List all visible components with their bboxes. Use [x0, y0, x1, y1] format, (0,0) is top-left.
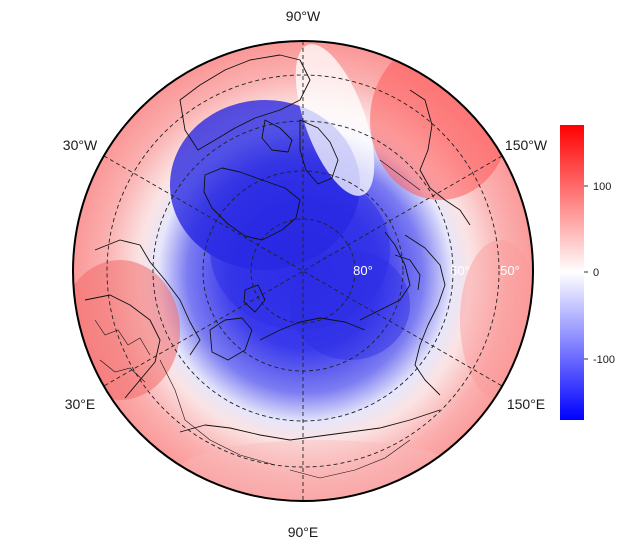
colorbar-tick-label-0: 0	[593, 267, 599, 279]
chukotka-coast	[404, 234, 446, 396]
lon-label-lower-left: 30°E	[65, 396, 96, 412]
field-core-siberia	[290, 250, 410, 360]
greenland-coast	[203, 167, 301, 241]
colorbar-ramp	[560, 125, 584, 420]
colorbar-tick-label-100: 100	[593, 181, 611, 193]
lat-label-80: 80°	[353, 263, 373, 278]
colorbar-tick-marks	[584, 185, 588, 360]
canada-coast	[179, 54, 311, 151]
colorbar-tick-label-neg100: -100	[593, 354, 615, 366]
asia-interior-line	[179, 409, 441, 441]
border-eu-2	[99, 359, 146, 383]
field-layer	[73, 41, 533, 501]
border-russia-south	[159, 359, 276, 466]
lon-label-upper-right: 150°W	[505, 137, 548, 153]
map-boundary	[72, 40, 534, 502]
siberia-coast	[359, 231, 411, 321]
lon-label-lower-right: 150°E	[507, 396, 545, 412]
coastlines	[84, 54, 471, 441]
novaya-zemlya	[243, 284, 266, 313]
lon-label-upper-left: 30°W	[63, 137, 98, 153]
europe-coast	[84, 294, 161, 399]
lat-circle-80	[250, 218, 356, 324]
field-warm-europe	[73, 260, 180, 400]
lat-label-50: 50°	[500, 263, 520, 278]
kola-coast	[209, 317, 253, 361]
country-borders	[94, 159, 421, 479]
scandinavia-coast	[94, 239, 201, 356]
border-china-north	[289, 439, 411, 479]
lat-circle-60	[152, 120, 454, 422]
kara-coast	[259, 317, 366, 341]
colorbar: 100 0 -100	[560, 125, 615, 420]
field-warm-alaska	[370, 41, 510, 200]
graticule	[103, 41, 503, 501]
lon-label-top: 90°W	[286, 8, 321, 24]
east-siberian-islands	[394, 254, 421, 291]
border-eu-1	[94, 319, 151, 356]
border-alaska-canada	[379, 159, 421, 191]
ellesmere-islands	[299, 119, 339, 185]
lon-label-bottom: 90°E	[288, 524, 319, 540]
lat-circle-50	[106, 74, 500, 468]
field-white-pacific	[295, 44, 375, 196]
alaska-coast	[409, 89, 471, 226]
baffin-island	[261, 119, 293, 153]
lat-label-60: 60°	[450, 263, 470, 278]
